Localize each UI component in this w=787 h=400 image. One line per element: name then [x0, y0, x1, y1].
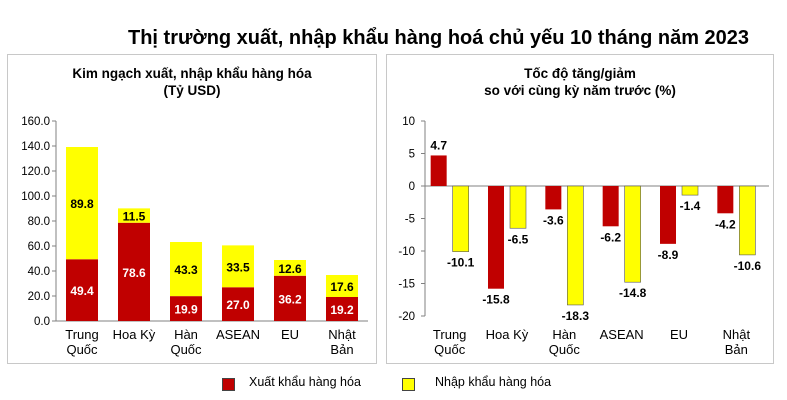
bar-import: [274, 260, 306, 276]
category-label: ASEAN: [216, 327, 260, 342]
bar-export: [602, 186, 619, 227]
category-label: Quốc: [66, 342, 98, 357]
page-title: Thị trường xuất, nhập khẩu hàng hoá chủ …: [128, 27, 750, 49]
data-label-import: 33.5: [226, 260, 250, 274]
data-label-export: -6.2: [600, 230, 621, 244]
bar-export: [545, 186, 562, 210]
growth-chart-title-line2: so với cùng kỳ năm trước (%): [484, 83, 676, 98]
category-label: Hàn: [552, 327, 576, 342]
growth-chart-panel: Tốc độ tăng/giảm so với cùng kỳ năm trướ…: [386, 54, 774, 364]
data-label-export: 27.0: [226, 298, 250, 312]
bar-export: [222, 287, 254, 321]
data-label-import: 11.5: [123, 210, 146, 224]
data-label-export: 78.6: [122, 266, 146, 280]
data-label-import: -1.4: [680, 199, 701, 213]
legend-swatch-export: [222, 378, 235, 391]
category-label: Hàn: [174, 327, 198, 342]
category-label: Bản: [330, 342, 353, 357]
value-chart: 0.0 20.0 40.0 60.0 80.0 100.0 120.0 140.0 160.0 4…: [21, 116, 368, 357]
y-tick-label: 5: [409, 149, 415, 161]
data-label-export: 4.7: [430, 138, 447, 152]
bar-export: [66, 259, 98, 321]
y-tick-label: 120.0: [21, 166, 50, 178]
value-chart-panel: Kim ngạch xuất, nhập khẩu hàng hóa (Tỷ U…: [7, 54, 377, 364]
bar-import: [118, 208, 150, 223]
category-label: Trung: [65, 327, 98, 342]
y-tick-label: 160.0: [21, 116, 50, 128]
data-label-export: 36.2: [278, 292, 302, 306]
data-label-export: -4.2: [715, 217, 736, 231]
bar-import: [222, 245, 254, 288]
data-label-export: 19.9: [174, 303, 198, 317]
y-tick-label: 100.0: [21, 191, 50, 203]
data-label-import: -6.5: [508, 232, 529, 246]
category-label: Quốc: [549, 342, 581, 357]
y-tick-label: 0: [409, 181, 415, 193]
category-label: EU: [670, 327, 688, 342]
y-tick-label: 10: [402, 116, 415, 128]
value-chart-title-line1: Kim ngạch xuất, nhập khẩu hàng hóa: [72, 66, 312, 81]
legend-swatch-import: [402, 378, 415, 391]
bar-import: [681, 185, 699, 196]
y-tick-label: 80.0: [28, 216, 50, 228]
y-tick-label: -20: [398, 311, 415, 323]
bar-export: [717, 186, 734, 214]
y-tick-label: 0.0: [34, 316, 50, 328]
data-label-import: 17.6: [330, 280, 354, 294]
value-chart-title-line2: (Tỷ USD): [163, 83, 221, 98]
category-label: ASEAN: [600, 327, 644, 342]
bar-export: [274, 275, 306, 321]
category-label: Bản: [725, 342, 748, 357]
category-label: Quốc: [434, 342, 466, 357]
category-label: EU: [281, 327, 299, 342]
bar-export: [170, 296, 202, 321]
category-label: Nhật: [723, 327, 751, 342]
bar-import: [452, 185, 469, 252]
data-label-import: -14.8: [619, 286, 647, 300]
data-label-import: 12.6: [278, 262, 302, 276]
category-label: Quốc: [170, 342, 202, 357]
value-chart-title: Kim ngạch xuất, nhập khẩu hàng hóa (Tỷ U…: [8, 65, 376, 99]
data-label-export: -8.9: [658, 248, 679, 262]
y-tick-label: -5: [405, 214, 415, 226]
category-label: Trung: [433, 327, 466, 342]
bar-import: [326, 275, 358, 297]
bar-import: [170, 242, 202, 297]
data-label-import: -10.1: [447, 256, 475, 270]
y-tick-label: -10: [398, 246, 415, 258]
bar-export: [118, 222, 150, 321]
data-label-import: -10.6: [734, 259, 762, 273]
bar-export: [326, 297, 358, 321]
data-label-export: 19.2: [330, 303, 354, 317]
bar-export: [430, 155, 447, 186]
bar-import: [66, 147, 98, 260]
y-tick-label: 140.0: [21, 141, 50, 153]
data-label-export: -15.8: [482, 293, 510, 307]
bar-export: [660, 186, 676, 244]
category-label: Hoa Kỳ: [113, 327, 156, 342]
data-label-import: 43.3: [174, 263, 198, 277]
data-label-export: -3.6: [543, 213, 564, 227]
data-label-import: 89.8: [70, 197, 94, 211]
y-tick-label: 40.0: [28, 266, 50, 278]
legend-label-import: Nhập khẩu hàng hóa: [435, 375, 552, 389]
data-label-import: -18.3: [562, 309, 590, 323]
bar-import: [739, 185, 756, 256]
y-tick-label: 60.0: [28, 241, 50, 253]
legend-label-export: Xuất khẩu hàng hóa: [249, 375, 361, 389]
growth-chart-title: Tốc độ tăng/giảm so với cùng kỳ năm trướ…: [387, 65, 773, 99]
y-tick-label: 20.0: [28, 291, 50, 303]
bar-import: [567, 185, 584, 306]
growth-chart-title-line1: Tốc độ tăng/giảm: [524, 66, 636, 81]
bar-import: [624, 185, 641, 283]
data-label-export: 49.4: [70, 284, 94, 298]
bar-export: [488, 186, 504, 289]
bar-import: [509, 185, 527, 229]
y-tick-label: -15: [398, 279, 415, 291]
growth-chart: -20-15-10-505104.7-10.1TrungQuốc-15.8-6.…: [398, 116, 769, 357]
category-label: Hoa Kỳ: [486, 327, 529, 342]
category-label: Nhật: [328, 327, 356, 342]
